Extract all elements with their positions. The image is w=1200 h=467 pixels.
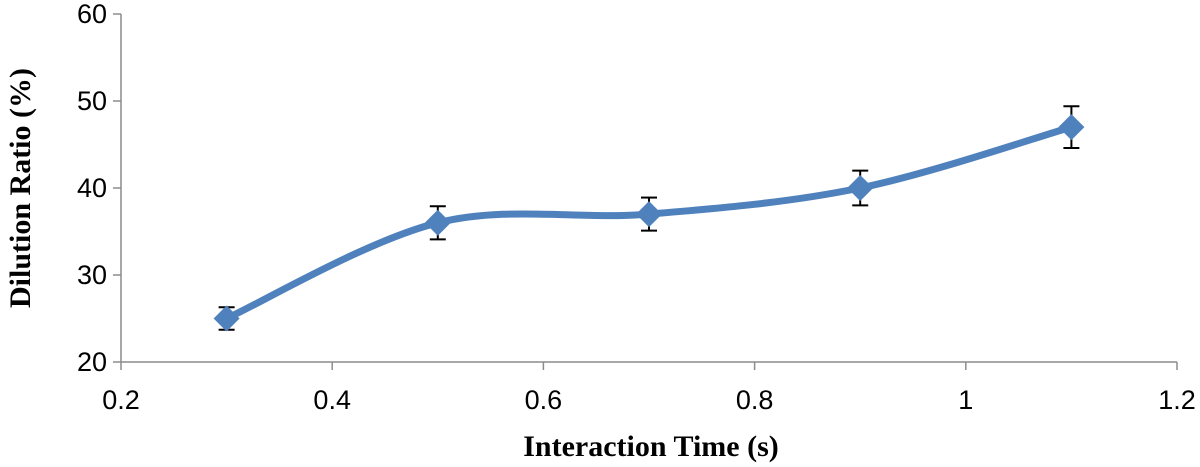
data-point-marker	[424, 209, 451, 236]
x-tick-label: 1	[958, 385, 973, 415]
x-axis-title: Interaction Time (s)	[523, 430, 779, 463]
x-tick-label: 0.2	[102, 385, 140, 415]
data-point-marker	[636, 201, 662, 228]
series-layer	[213, 105, 1085, 332]
x-tick-label: 0.4	[313, 385, 351, 415]
data-point-marker	[1058, 114, 1085, 141]
data-point-marker	[213, 305, 240, 332]
y-tick-label: 50	[77, 86, 107, 116]
x-tick-label: 1.2	[1158, 385, 1196, 415]
y-tick-label: 60	[77, 0, 107, 29]
data-point-marker	[847, 175, 874, 201]
y-tick-label: 40	[77, 173, 107, 203]
x-tick-label: 0.8	[736, 385, 774, 415]
y-axis-title: Dilution Ratio (%)	[4, 68, 37, 308]
y-tick-label: 20	[77, 347, 107, 377]
x-axis-ticks: 0.2 0.4 0.6 0.8 1 1.2	[102, 362, 1196, 415]
y-axis-ticks: 20 30 40 50 60	[77, 0, 121, 377]
y-tick-label: 30	[77, 260, 107, 290]
x-tick-label: 0.6	[525, 385, 563, 415]
